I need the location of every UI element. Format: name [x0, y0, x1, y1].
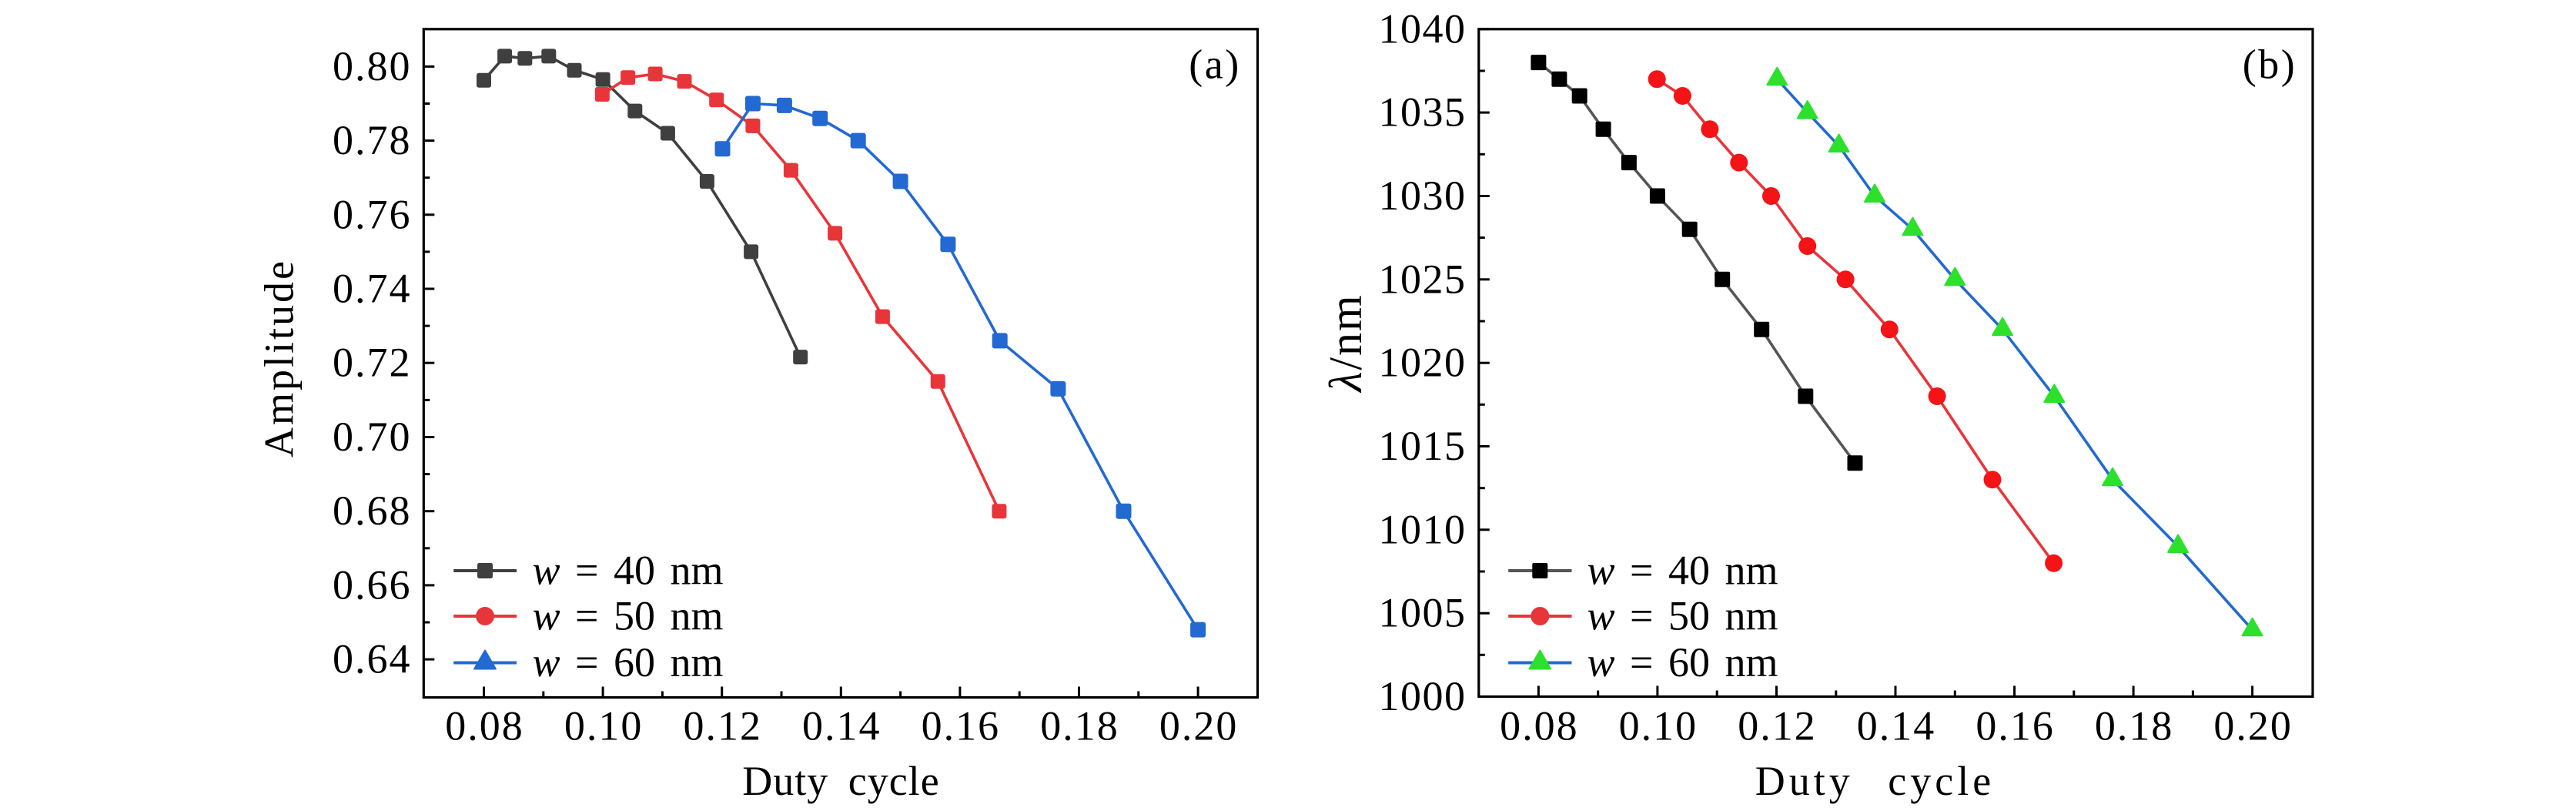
- svg-text:0.68: 0.68: [333, 488, 412, 534]
- svg-text:Amplitude: Amplitude: [256, 259, 303, 457]
- svg-text:0.10: 0.10: [564, 703, 644, 749]
- svg-text:0.74: 0.74: [333, 266, 412, 312]
- svg-text:0.20: 0.20: [2213, 703, 2293, 749]
- svg-text:0.16: 0.16: [1975, 703, 2055, 749]
- svg-text:w = 40 nm: w = 40 nm: [1587, 548, 1778, 594]
- svg-text:0.16: 0.16: [922, 703, 1001, 749]
- svg-text:0.18: 0.18: [2095, 703, 2174, 749]
- svg-text:0.10: 0.10: [1619, 703, 1698, 749]
- svg-text:w = 50 nm: w = 50 nm: [533, 593, 724, 639]
- svg-text:(b): (b): [2243, 42, 2297, 88]
- svg-text:1000: 1000: [1379, 673, 1467, 719]
- svg-text:0.14: 0.14: [1857, 703, 1936, 749]
- svg-text:w = 50 nm: w = 50 nm: [1587, 593, 1778, 639]
- svg-text:0.72: 0.72: [333, 340, 412, 386]
- svg-text:0.14: 0.14: [802, 703, 882, 749]
- svg-text:0.76: 0.76: [333, 191, 412, 237]
- svg-text:w = 60 nm: w = 60 nm: [1587, 639, 1778, 685]
- svg-text:1010: 1010: [1379, 506, 1467, 552]
- svg-text:(a): (a): [1189, 42, 1240, 88]
- svg-text:1005: 1005: [1379, 590, 1467, 636]
- svg-text:0.08: 0.08: [1500, 703, 1579, 749]
- svg-text:0.20: 0.20: [1159, 703, 1239, 749]
- svg-text:1030: 1030: [1379, 173, 1467, 219]
- svg-text:1020: 1020: [1379, 340, 1467, 386]
- svg-text:1025: 1025: [1379, 256, 1467, 302]
- svg-text:w = 60 nm: w = 60 nm: [533, 639, 724, 685]
- svg-text:0.80: 0.80: [333, 43, 412, 89]
- svg-text:0.12: 0.12: [683, 703, 762, 749]
- svg-text:0.08: 0.08: [445, 703, 524, 749]
- svg-text:w = 40 nm: w = 40 nm: [533, 548, 724, 594]
- svg-text:0.12: 0.12: [1738, 703, 1817, 749]
- svg-text:0.18: 0.18: [1040, 703, 1119, 749]
- svg-text:0.78: 0.78: [333, 117, 412, 163]
- svg-text:Duty cycle: Duty cycle: [1755, 758, 1995, 804]
- svg-text:0.66: 0.66: [333, 561, 412, 608]
- svg-text:0.64: 0.64: [333, 636, 412, 682]
- svg-text:Duty cycle: Duty cycle: [742, 758, 939, 804]
- svg-text:1035: 1035: [1379, 89, 1467, 136]
- svg-text:0.70: 0.70: [333, 414, 412, 460]
- svg-text:1040: 1040: [1379, 5, 1467, 52]
- svg-text:λ/nm: λ/nm: [1320, 293, 1371, 393]
- svg-text:1015: 1015: [1379, 423, 1467, 469]
